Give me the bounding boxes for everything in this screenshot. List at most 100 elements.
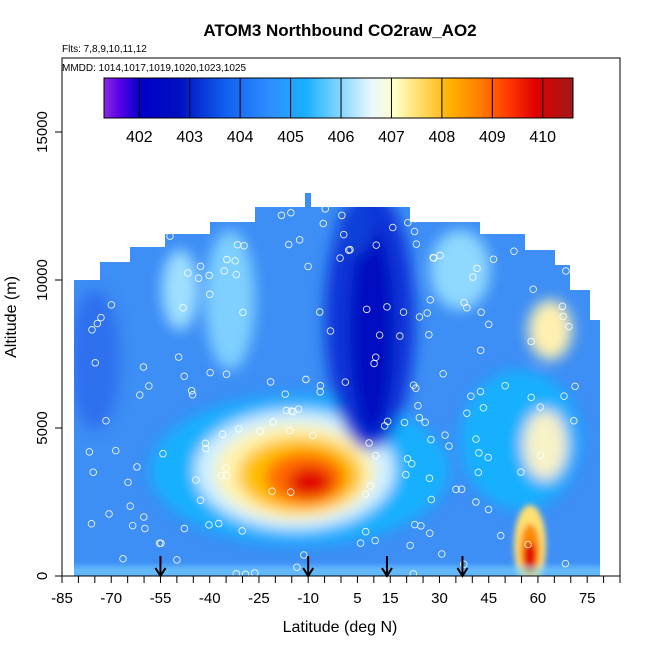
sample-point: [501, 381, 509, 390]
sonde-arrows: [154, 556, 469, 578]
sample-point: [484, 453, 492, 462]
sample-point: [562, 267, 570, 275]
sample-point: [136, 391, 144, 399]
sample-point: [289, 407, 297, 416]
sample-point: [218, 430, 227, 439]
sample-point: [222, 370, 231, 378]
sample-point: [336, 254, 344, 262]
sample-point: [400, 418, 409, 427]
sample-point: [383, 417, 392, 426]
sample-point: [375, 331, 384, 339]
sample-point: [201, 439, 210, 448]
sample-point: [240, 241, 248, 250]
sample-point: [155, 539, 164, 548]
sample-point: [427, 435, 435, 444]
sample-point: [404, 218, 412, 227]
colorbar-gradient: [103, 77, 574, 119]
sample-point: [126, 502, 134, 510]
sample-point: [356, 539, 365, 547]
sample-point: [231, 257, 239, 265]
sample-point: [102, 417, 110, 425]
flights-subtitle: Flts: 7,8,9,10,11,12: [62, 44, 147, 55]
sample-point: [91, 359, 99, 367]
x-axis: -85 -70 -55 -40 -25 -10 5 15 30 45 60 75: [51, 576, 621, 607]
sample-point: [112, 446, 120, 455]
sample-point: [472, 193, 480, 196]
sample-point: [281, 390, 289, 398]
sample-point: [214, 519, 223, 528]
colorbar-tick-label: 402: [126, 129, 153, 146]
sample-point: [421, 418, 429, 426]
sample-point: [361, 490, 370, 498]
sample-point: [141, 524, 149, 533]
sample-point: [440, 206, 448, 214]
sample-point: [415, 413, 424, 422]
sample-point: [565, 322, 573, 331]
down-arrow-icon: [154, 556, 167, 578]
sample-point: [426, 296, 435, 304]
sample-point: [316, 388, 324, 396]
sample-point: [423, 309, 431, 317]
sample-point: [107, 301, 116, 309]
sample-point: [187, 386, 196, 395]
sample-point: [97, 313, 105, 322]
sample-point: [192, 476, 200, 484]
sample-point: [524, 540, 532, 549]
sample-point: [460, 560, 468, 568]
sample-point: [159, 449, 167, 458]
sample-point: [194, 274, 203, 282]
sample-point: [188, 391, 197, 399]
sample-point: [457, 485, 466, 493]
sample-point: [277, 211, 286, 220]
sample-point: [383, 303, 391, 311]
sample-point: [256, 427, 264, 435]
sample-point: [484, 505, 493, 514]
sample-point: [85, 448, 94, 456]
sample-point: [309, 431, 317, 440]
sample-point: [287, 208, 295, 217]
sample-point: [396, 332, 404, 340]
sample-point: [474, 468, 483, 477]
colorbar-ticks: 402 403 404 405 406 407 408 409 410: [126, 78, 556, 146]
sample-point: [427, 495, 436, 504]
sample-point: [191, 222, 200, 231]
sample-point: [173, 556, 181, 564]
sample-point: [438, 550, 446, 558]
sample-point: [140, 513, 148, 521]
sample-point: [430, 254, 438, 262]
colorbar-tick-label: 407: [378, 129, 405, 146]
sample-point: [463, 303, 471, 312]
sample-point: [251, 569, 259, 576]
sample-point: [362, 305, 371, 314]
sample-point: [399, 308, 408, 316]
x-tick-label: -40: [199, 590, 221, 607]
sample-point: [410, 227, 419, 236]
sample-point: [180, 524, 189, 533]
sample-point: [128, 231, 136, 239]
sample-point: [235, 425, 243, 433]
sample-point: [184, 269, 192, 277]
sample-point: [527, 393, 535, 402]
sample-point: [409, 570, 418, 576]
sample-point: [205, 271, 213, 280]
sample-point: [425, 474, 434, 482]
sample-point: [256, 193, 264, 202]
x-tick-label: -55: [150, 590, 172, 607]
sample-point: [410, 520, 419, 529]
sample-point: [316, 381, 325, 390]
sample-point: [536, 451, 545, 460]
sample-point: [220, 267, 228, 275]
colorbar-tick-label: 408: [429, 129, 456, 146]
sample-point: [496, 531, 505, 540]
sample-point: [411, 214, 419, 223]
sample-point: [123, 212, 132, 221]
sample-point: [429, 253, 437, 262]
sample-point: [282, 406, 291, 415]
sample-point: [476, 387, 485, 396]
sample-point: [392, 193, 401, 197]
sample-point: [269, 418, 277, 426]
sample-point: [570, 416, 578, 425]
sample-point: [105, 510, 113, 518]
sample-point: [223, 255, 231, 264]
sample-point: [412, 240, 421, 248]
